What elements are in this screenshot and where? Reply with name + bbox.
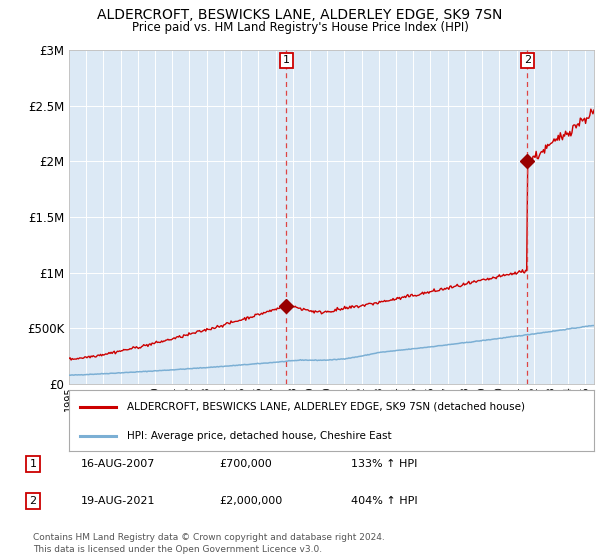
Text: 1: 1 [29, 459, 37, 469]
Text: 1: 1 [283, 55, 290, 66]
Text: £2,000,000: £2,000,000 [219, 496, 282, 506]
Text: 2: 2 [524, 55, 531, 66]
Text: ALDERCROFT, BESWICKS LANE, ALDERLEY EDGE, SK9 7SN: ALDERCROFT, BESWICKS LANE, ALDERLEY EDGE… [97, 8, 503, 22]
Text: Price paid vs. HM Land Registry's House Price Index (HPI): Price paid vs. HM Land Registry's House … [131, 21, 469, 34]
Text: 404% ↑ HPI: 404% ↑ HPI [351, 496, 418, 506]
Text: £700,000: £700,000 [219, 459, 272, 469]
Text: HPI: Average price, detached house, Cheshire East: HPI: Average price, detached house, Ches… [127, 431, 391, 441]
Text: Contains HM Land Registry data © Crown copyright and database right 2024.: Contains HM Land Registry data © Crown c… [33, 533, 385, 542]
Text: 19-AUG-2021: 19-AUG-2021 [81, 496, 155, 506]
Text: This data is licensed under the Open Government Licence v3.0.: This data is licensed under the Open Gov… [33, 545, 322, 554]
Text: 133% ↑ HPI: 133% ↑ HPI [351, 459, 418, 469]
Text: ALDERCROFT, BESWICKS LANE, ALDERLEY EDGE, SK9 7SN (detached house): ALDERCROFT, BESWICKS LANE, ALDERLEY EDGE… [127, 402, 525, 412]
Text: 2: 2 [29, 496, 37, 506]
Text: 16-AUG-2007: 16-AUG-2007 [81, 459, 155, 469]
